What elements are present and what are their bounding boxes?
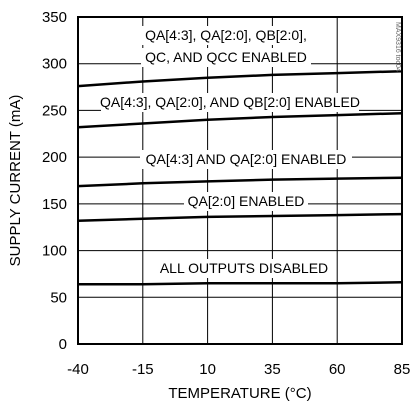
series-label: QC, AND QCC ENABLED xyxy=(145,49,307,65)
plot-frame xyxy=(77,16,403,345)
watermark: MAX9316 toc04 xyxy=(394,22,401,72)
y-tick-labels: 0 50 100 150 200 250 300 350 xyxy=(42,9,67,353)
series-line xyxy=(77,69,403,88)
annotations: QA[4:3], QA[2:0], QB[2:0], QC, AND QCC EN… xyxy=(100,27,360,276)
series-label: ALL OUTPUTS DISABLED xyxy=(160,260,328,276)
label-masks xyxy=(101,26,359,278)
x-tick-label: 85 xyxy=(394,361,411,378)
label-mask xyxy=(101,93,359,112)
y-axis-title: SUPPLY CURRENT (mA) xyxy=(7,95,24,267)
label-mask xyxy=(184,192,308,211)
y-tick-label: 350 xyxy=(42,9,67,26)
x-tick-label: -40 xyxy=(67,361,89,378)
label-mask xyxy=(131,26,321,45)
series-line xyxy=(78,281,403,286)
label-mask xyxy=(156,259,332,278)
x-tick-labels: -40 -15 10 35 60 85 xyxy=(67,361,410,378)
x-tick-label: -15 xyxy=(132,361,154,378)
y-tick-label: 0 xyxy=(59,336,67,353)
y-tick-label: 250 xyxy=(42,102,67,119)
x-tick-label: 35 xyxy=(264,361,281,378)
y-tick-label: 50 xyxy=(50,289,67,306)
x-tick-label: 10 xyxy=(199,361,216,378)
series-line xyxy=(77,212,403,222)
label-mask xyxy=(140,150,352,169)
series-label: QA[2:0] ENABLED xyxy=(188,193,305,209)
y-tick-label: 200 xyxy=(42,149,67,166)
y-tick-label: 100 xyxy=(42,243,67,260)
x-axis-title: TEMPERATURE (°C) xyxy=(168,385,311,402)
label-mask xyxy=(141,48,311,67)
series-label: QA[4:3], QA[2:0], QB[2:0], xyxy=(145,27,307,43)
y-tick-label: 150 xyxy=(42,196,67,213)
series-label: QA[4:3], QA[2:0], AND QB[2:0] ENABLED xyxy=(100,94,360,110)
series-label: QA[4:3] AND QA[2:0] ENABLED xyxy=(146,151,347,167)
series-line xyxy=(77,111,403,129)
series xyxy=(77,69,403,286)
series-line xyxy=(77,176,403,188)
x-tick-label: 60 xyxy=(329,361,346,378)
y-tick-label: 300 xyxy=(42,56,67,73)
